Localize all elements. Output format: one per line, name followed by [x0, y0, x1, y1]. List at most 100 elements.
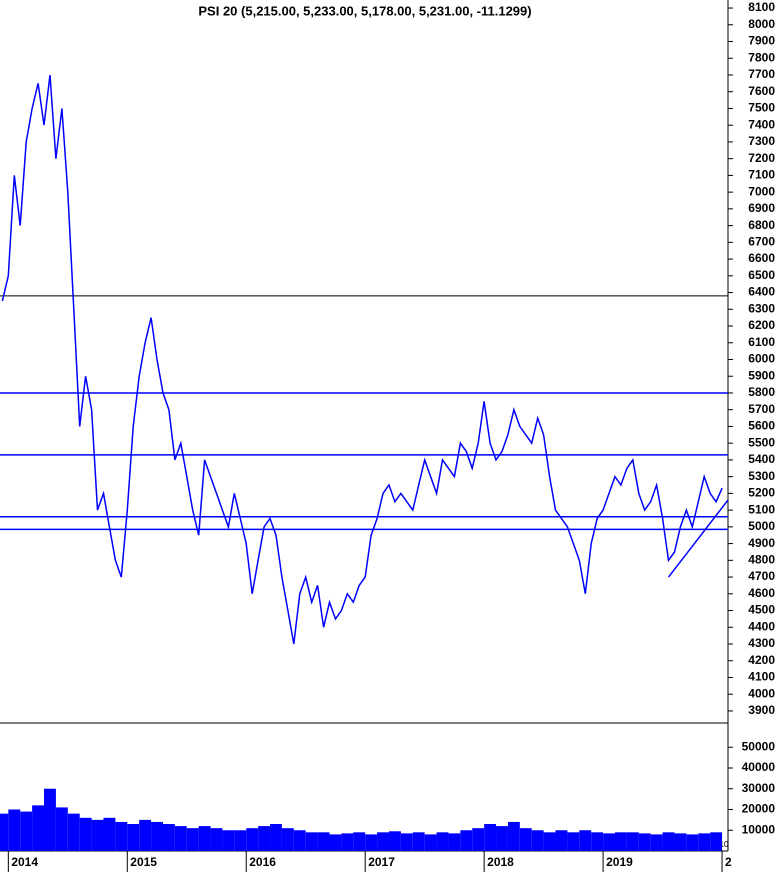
y-tick-label: 5900 — [748, 368, 775, 382]
volume-bar — [662, 832, 675, 851]
volume-bar — [103, 817, 116, 851]
volume-bar — [127, 824, 140, 851]
y-tick-label: 6800 — [748, 218, 775, 232]
y-tick-label: 6100 — [748, 335, 775, 349]
volume-bar — [365, 834, 378, 851]
x-tick-label: 2016 — [249, 855, 276, 869]
y-tick-label: 5000 — [748, 519, 775, 533]
x-tick-label: 2018 — [487, 855, 514, 869]
y-tick-label: 50000 — [742, 739, 776, 753]
y-tick-label: 30000 — [742, 781, 776, 795]
volume-bar — [484, 824, 497, 851]
y-tick-label: 6900 — [748, 201, 775, 215]
volume-bar — [591, 832, 604, 851]
volume-bar — [388, 831, 401, 851]
trend-line — [667, 499, 729, 578]
volume-bar — [507, 821, 520, 851]
volume-bar — [91, 819, 104, 851]
volume-bar — [555, 830, 568, 851]
volume-bar — [186, 828, 199, 851]
volume-bar — [317, 832, 330, 851]
volume-bar — [674, 833, 687, 851]
y-tick-label: 10000 — [742, 822, 776, 836]
volume-bar — [162, 824, 175, 851]
volume-bar — [329, 834, 342, 851]
y-tick-label: 7300 — [748, 134, 775, 148]
y-tick-label: 7000 — [748, 184, 775, 198]
volume-bar — [603, 833, 615, 851]
y-tick-label: 4000 — [748, 686, 775, 700]
y-tick-label: 4600 — [748, 586, 775, 600]
y-tick-label: 6600 — [748, 251, 775, 265]
y-tick-label: 7200 — [748, 151, 775, 165]
y-tick-label: 6400 — [748, 285, 775, 299]
x-tick-label: 2017 — [368, 855, 395, 869]
volume-bar — [198, 826, 211, 851]
volume-bar — [341, 833, 354, 851]
y-tick-label: 4900 — [748, 536, 775, 550]
volume-bar — [710, 832, 723, 851]
y-tick-label: 6700 — [748, 235, 775, 249]
y-tick-label: 6300 — [748, 301, 775, 315]
volume-bar — [436, 832, 449, 851]
y-tick-label: 7700 — [748, 67, 775, 81]
volume-bar — [67, 813, 80, 851]
volume-bar — [400, 833, 413, 851]
volume-bar — [460, 830, 473, 851]
y-tick-label: 4800 — [748, 552, 775, 566]
volume-bar — [222, 830, 235, 851]
volume-bar — [0, 813, 9, 851]
price-line — [1, 74, 723, 645]
y-tick-label: 4100 — [748, 670, 775, 684]
y-tick-label: 5800 — [748, 385, 775, 399]
y-tick-label: 5300 — [748, 469, 775, 483]
volume-bar — [638, 833, 651, 851]
y-tick-label: 4300 — [748, 636, 775, 650]
volume-bar — [246, 828, 259, 851]
y-tick-label: 7900 — [748, 34, 775, 48]
y-tick-label: 6200 — [748, 318, 775, 332]
volume-bar — [115, 821, 128, 851]
volume-bar — [210, 828, 223, 851]
volume-bar — [79, 817, 92, 851]
volume-bar — [377, 832, 389, 851]
volume-bar — [44, 788, 56, 851]
y-tick-label: 4200 — [748, 653, 775, 667]
y-tick-label: 7400 — [748, 117, 775, 131]
volume-bar — [519, 828, 532, 851]
volume-bar — [258, 826, 271, 851]
x-tick-label: 2 — [725, 855, 732, 869]
volume-multiplier: x10 — [716, 840, 729, 849]
y-tick-label: 40000 — [742, 760, 776, 774]
volume-bar — [531, 830, 544, 851]
x-tick-label: 2014 — [11, 855, 38, 869]
volume-bar — [567, 832, 580, 851]
y-tick-label: 4700 — [748, 569, 775, 583]
volume-bar — [650, 834, 663, 851]
y-tick-label: 5700 — [748, 402, 775, 416]
volume-bar — [32, 805, 45, 851]
y-tick-label: 6500 — [748, 268, 775, 282]
volume-bar — [496, 826, 508, 851]
volume-bar — [448, 833, 461, 851]
y-tick-label: 5200 — [748, 486, 775, 500]
y-tick-label: 20000 — [742, 802, 776, 816]
volume-bar — [614, 832, 627, 851]
volume-bar — [305, 832, 318, 851]
volume-bar — [424, 834, 437, 851]
volume-bar — [353, 832, 366, 851]
volume-bar — [626, 832, 639, 851]
y-tick-label: 4500 — [748, 603, 775, 617]
y-tick-label: 5600 — [748, 419, 775, 433]
volume-bar — [174, 826, 187, 851]
volume-bar — [686, 834, 699, 851]
volume-bar — [151, 821, 163, 851]
x-tick-label: 2019 — [606, 855, 633, 869]
y-tick-label: 6000 — [748, 352, 775, 366]
y-tick-label: 8100 — [748, 0, 775, 14]
volume-bar — [543, 832, 556, 851]
volume-bar — [579, 830, 592, 851]
y-tick-label: 7100 — [748, 168, 775, 182]
